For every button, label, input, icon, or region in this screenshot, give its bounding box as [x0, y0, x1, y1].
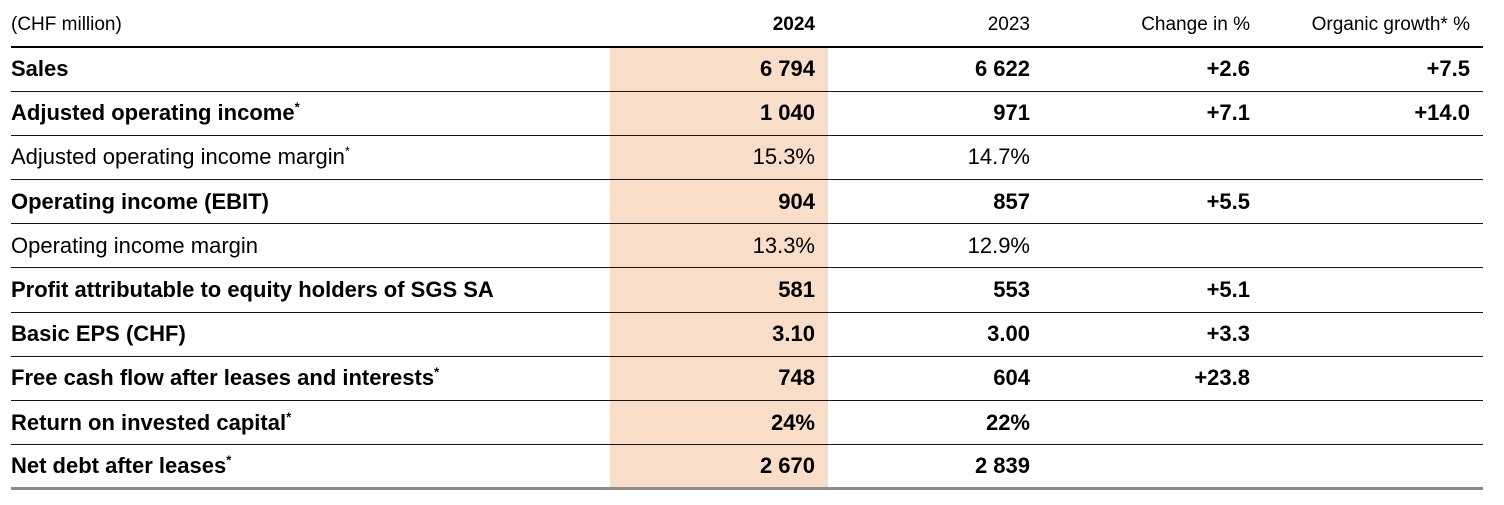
row-label-text: Free cash flow after leases and interest… [11, 365, 435, 391]
row-label: Basic EPS (CHF) [11, 312, 610, 357]
value-2023: 553 [828, 267, 1043, 313]
value-organic [1263, 444, 1483, 491]
table-row-return-on-invested-capital: Return on invested capital* 24% 22% [11, 400, 1483, 446]
value-2023: 6 622 [828, 47, 1043, 92]
row-label: Free cash flow after leases and interest… [11, 356, 610, 402]
value-change: +3.3 [1043, 312, 1263, 357]
row-label: Operating income (EBIT) [11, 179, 610, 225]
table-row-basic-eps: Basic EPS (CHF) 3.10 3.00 +3.3 [11, 312, 1483, 357]
value-2024: 6 794 [610, 47, 828, 92]
table-row-operating-income-ebit: Operating income (EBIT) 904 857 +5.5 [11, 179, 1483, 225]
value-change [1043, 444, 1263, 491]
header-row: (CHF million) 2024 2023 Change in % Orga… [11, 0, 1483, 48]
row-label-text: Operating income (EBIT) [11, 188, 269, 214]
value-2024: 904 [610, 179, 828, 225]
column-header-organic-growth: Organic growth* % [1263, 0, 1483, 48]
value-2024: 2 670 [610, 444, 828, 491]
row-label: Profit attributable to equity holders of… [11, 267, 610, 313]
value-2024: 748 [610, 356, 828, 402]
footnote-asterisk: * [434, 365, 440, 381]
row-label-text: Adjusted operating income [11, 100, 295, 126]
value-2023: 12.9% [828, 223, 1043, 269]
table-row-operating-income-margin: Operating income margin 13.3% 12.9% [11, 223, 1483, 269]
column-header-2024: 2024 [610, 0, 828, 48]
value-organic: +7.5 [1263, 47, 1483, 92]
value-change: +7.1 [1043, 91, 1263, 136]
value-organic [1263, 135, 1483, 181]
value-organic [1263, 312, 1483, 357]
value-2024: 24% [610, 400, 828, 446]
value-organic [1263, 267, 1483, 313]
value-2023: 971 [828, 91, 1043, 136]
row-label: Adjusted operating income* [11, 91, 610, 136]
row-label: Return on invested capital* [11, 400, 610, 446]
value-change: +2.6 [1043, 47, 1263, 92]
value-2024: 1 040 [610, 91, 828, 136]
financial-highlights-table: (CHF million) 2024 2023 Change in % Orga… [11, 0, 1483, 491]
value-organic [1263, 400, 1483, 446]
value-2024: 3.10 [610, 312, 828, 357]
row-label: Operating income margin [11, 223, 610, 269]
value-change: +5.1 [1043, 267, 1263, 313]
table-row-adjusted-operating-income: Adjusted operating income* 1 040 971 +7.… [11, 91, 1483, 136]
footnote-asterisk: * [344, 144, 350, 160]
footnote-asterisk: * [294, 99, 300, 115]
value-2023: 3.00 [828, 312, 1043, 357]
value-2024: 15.3% [610, 135, 828, 181]
row-label-text: Return on invested capital [11, 409, 287, 435]
value-organic: +14.0 [1263, 91, 1483, 136]
row-label: Adjusted operating income margin* [11, 135, 610, 181]
value-2023: 22% [828, 400, 1043, 446]
footnote-asterisk: * [286, 409, 292, 425]
value-organic [1263, 179, 1483, 225]
value-2024: 13.3% [610, 223, 828, 269]
value-organic [1263, 223, 1483, 269]
row-label-text: Net debt after leases [11, 453, 227, 479]
value-2023: 2 839 [828, 444, 1043, 491]
table-row-adjusted-operating-income-margin: Adjusted operating income margin* 15.3% … [11, 135, 1483, 181]
row-label-text: Sales [11, 56, 69, 82]
row-label-text: Basic EPS (CHF) [11, 321, 186, 347]
column-header-2023: 2023 [828, 0, 1043, 48]
row-label-text: Profit attributable to equity holders of… [11, 277, 494, 303]
table-row-sales: Sales 6 794 6 622 +2.6 +7.5 [11, 47, 1483, 92]
value-2024: 581 [610, 267, 828, 313]
table-row-free-cash-flow: Free cash flow after leases and interest… [11, 356, 1483, 402]
unit-label: (CHF million) [11, 0, 610, 48]
table-row-net-debt-after-leases: Net debt after leases* 2 670 2 839 [11, 444, 1483, 491]
value-2023: 857 [828, 179, 1043, 225]
table-row-profit-attributable: Profit attributable to equity holders of… [11, 267, 1483, 313]
value-2023: 604 [828, 356, 1043, 402]
row-label-text: Operating income margin [11, 232, 259, 258]
value-change [1043, 223, 1263, 269]
value-organic [1263, 356, 1483, 402]
value-change: +5.5 [1043, 179, 1263, 225]
row-label: Sales [11, 47, 610, 92]
row-label-text: Adjusted operating income margin [11, 144, 345, 170]
value-2023: 14.7% [828, 135, 1043, 181]
footnote-asterisk: * [226, 452, 232, 468]
column-header-change: Change in % [1043, 0, 1263, 48]
value-change [1043, 135, 1263, 181]
value-change [1043, 400, 1263, 446]
row-label: Net debt after leases* [11, 444, 610, 491]
value-change: +23.8 [1043, 356, 1263, 402]
